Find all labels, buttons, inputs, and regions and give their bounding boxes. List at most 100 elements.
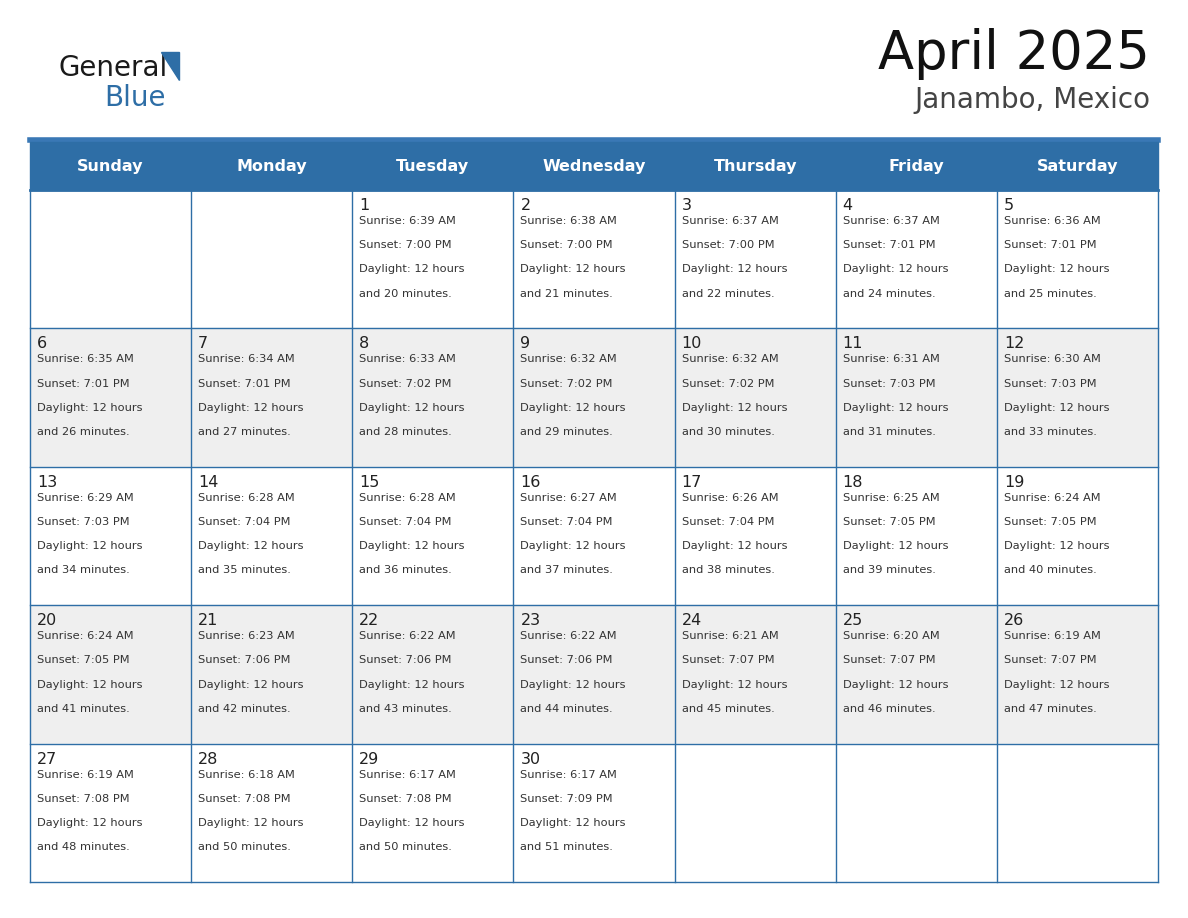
Text: and 51 minutes.: and 51 minutes. xyxy=(520,842,613,852)
Text: Sunset: 7:04 PM: Sunset: 7:04 PM xyxy=(198,517,291,527)
Bar xyxy=(30,605,191,744)
Text: Sunset: 7:01 PM: Sunset: 7:01 PM xyxy=(842,241,935,251)
Text: Daylight: 12 hours: Daylight: 12 hours xyxy=(1004,679,1110,689)
Text: Daylight: 12 hours: Daylight: 12 hours xyxy=(359,403,465,413)
Text: Sunset: 7:01 PM: Sunset: 7:01 PM xyxy=(198,378,291,388)
Text: Sunset: 7:02 PM: Sunset: 7:02 PM xyxy=(682,378,775,388)
Text: and 36 minutes.: and 36 minutes. xyxy=(359,565,453,576)
Text: Daylight: 12 hours: Daylight: 12 hours xyxy=(842,542,948,551)
Text: Sunset: 7:08 PM: Sunset: 7:08 PM xyxy=(198,794,291,804)
Text: and 33 minutes.: and 33 minutes. xyxy=(1004,427,1097,437)
Text: Daylight: 12 hours: Daylight: 12 hours xyxy=(682,264,788,274)
Bar xyxy=(30,142,1158,190)
Bar xyxy=(191,605,353,744)
Text: Daylight: 12 hours: Daylight: 12 hours xyxy=(198,679,304,689)
Text: Sunset: 7:07 PM: Sunset: 7:07 PM xyxy=(682,655,775,666)
Text: 22: 22 xyxy=(359,613,379,628)
Text: 29: 29 xyxy=(359,752,379,767)
Text: Sunset: 7:03 PM: Sunset: 7:03 PM xyxy=(842,378,935,388)
Text: Sunset: 7:06 PM: Sunset: 7:06 PM xyxy=(198,655,291,666)
Text: and 27 minutes.: and 27 minutes. xyxy=(198,427,291,437)
Bar xyxy=(191,329,353,466)
Bar xyxy=(997,605,1158,744)
Text: Daylight: 12 hours: Daylight: 12 hours xyxy=(198,403,304,413)
Polygon shape xyxy=(162,52,179,80)
Text: Sunrise: 6:22 AM: Sunrise: 6:22 AM xyxy=(520,632,617,641)
Bar xyxy=(30,466,191,605)
Text: 28: 28 xyxy=(198,752,219,767)
Text: Daylight: 12 hours: Daylight: 12 hours xyxy=(520,679,626,689)
Text: and 50 minutes.: and 50 minutes. xyxy=(198,842,291,852)
Text: 6: 6 xyxy=(37,336,48,352)
Text: Sunrise: 6:35 AM: Sunrise: 6:35 AM xyxy=(37,354,134,364)
Text: Sunrise: 6:20 AM: Sunrise: 6:20 AM xyxy=(842,632,940,641)
Text: and 28 minutes.: and 28 minutes. xyxy=(359,427,453,437)
Text: Daylight: 12 hours: Daylight: 12 hours xyxy=(682,403,788,413)
Text: Sunrise: 6:18 AM: Sunrise: 6:18 AM xyxy=(198,769,295,779)
Bar xyxy=(835,466,997,605)
Text: 14: 14 xyxy=(198,475,219,490)
Text: 2: 2 xyxy=(520,198,531,213)
Text: 25: 25 xyxy=(842,613,862,628)
Text: and 40 minutes.: and 40 minutes. xyxy=(1004,565,1097,576)
Text: Daylight: 12 hours: Daylight: 12 hours xyxy=(359,264,465,274)
Text: and 25 minutes.: and 25 minutes. xyxy=(1004,288,1097,298)
Text: 19: 19 xyxy=(1004,475,1024,490)
Text: Daylight: 12 hours: Daylight: 12 hours xyxy=(682,542,788,551)
Text: Sunrise: 6:22 AM: Sunrise: 6:22 AM xyxy=(359,632,456,641)
Bar xyxy=(675,605,835,744)
Text: Sunrise: 6:26 AM: Sunrise: 6:26 AM xyxy=(682,493,778,503)
Text: and 44 minutes.: and 44 minutes. xyxy=(520,704,613,714)
Text: Sunrise: 6:32 AM: Sunrise: 6:32 AM xyxy=(520,354,618,364)
Text: Sunrise: 6:33 AM: Sunrise: 6:33 AM xyxy=(359,354,456,364)
Text: and 50 minutes.: and 50 minutes. xyxy=(359,842,453,852)
Text: Sunset: 7:05 PM: Sunset: 7:05 PM xyxy=(1004,517,1097,527)
Text: Sunday: Sunday xyxy=(77,159,144,174)
Text: Daylight: 12 hours: Daylight: 12 hours xyxy=(37,403,143,413)
Text: Daylight: 12 hours: Daylight: 12 hours xyxy=(842,679,948,689)
Text: and 22 minutes.: and 22 minutes. xyxy=(682,288,775,298)
Text: Thursday: Thursday xyxy=(713,159,797,174)
Text: Sunset: 7:07 PM: Sunset: 7:07 PM xyxy=(842,655,935,666)
Text: Sunset: 7:00 PM: Sunset: 7:00 PM xyxy=(520,241,613,251)
Text: Sunset: 7:05 PM: Sunset: 7:05 PM xyxy=(842,517,935,527)
Text: Sunrise: 6:25 AM: Sunrise: 6:25 AM xyxy=(842,493,940,503)
Bar xyxy=(191,744,353,882)
Text: Sunrise: 6:38 AM: Sunrise: 6:38 AM xyxy=(520,216,618,226)
Text: Blue: Blue xyxy=(105,84,165,112)
Bar xyxy=(353,190,513,329)
Text: Daylight: 12 hours: Daylight: 12 hours xyxy=(842,403,948,413)
Text: Sunrise: 6:39 AM: Sunrise: 6:39 AM xyxy=(359,216,456,226)
Text: Sunset: 7:02 PM: Sunset: 7:02 PM xyxy=(359,378,451,388)
Text: Monday: Monday xyxy=(236,159,307,174)
Text: Sunrise: 6:30 AM: Sunrise: 6:30 AM xyxy=(1004,354,1101,364)
Text: Daylight: 12 hours: Daylight: 12 hours xyxy=(520,542,626,551)
Text: Daylight: 12 hours: Daylight: 12 hours xyxy=(198,818,304,828)
Text: Daylight: 12 hours: Daylight: 12 hours xyxy=(842,264,948,274)
Text: 16: 16 xyxy=(520,475,541,490)
Text: 8: 8 xyxy=(359,336,369,352)
Text: Sunset: 7:09 PM: Sunset: 7:09 PM xyxy=(520,794,613,804)
Text: Daylight: 12 hours: Daylight: 12 hours xyxy=(37,542,143,551)
Bar xyxy=(30,329,191,466)
Text: Sunset: 7:02 PM: Sunset: 7:02 PM xyxy=(520,378,613,388)
Text: 12: 12 xyxy=(1004,336,1024,352)
Text: Daylight: 12 hours: Daylight: 12 hours xyxy=(198,542,304,551)
Text: Sunrise: 6:23 AM: Sunrise: 6:23 AM xyxy=(198,632,295,641)
Text: Daylight: 12 hours: Daylight: 12 hours xyxy=(359,542,465,551)
Text: and 30 minutes.: and 30 minutes. xyxy=(682,427,775,437)
Bar xyxy=(997,190,1158,329)
Text: and 45 minutes.: and 45 minutes. xyxy=(682,704,775,714)
Text: and 38 minutes.: and 38 minutes. xyxy=(682,565,775,576)
Text: 7: 7 xyxy=(198,336,208,352)
Text: Sunset: 7:00 PM: Sunset: 7:00 PM xyxy=(359,241,451,251)
Text: 9: 9 xyxy=(520,336,531,352)
Text: 10: 10 xyxy=(682,336,702,352)
Text: and 48 minutes.: and 48 minutes. xyxy=(37,842,129,852)
Text: Sunrise: 6:21 AM: Sunrise: 6:21 AM xyxy=(682,632,778,641)
Text: 23: 23 xyxy=(520,613,541,628)
Text: Sunset: 7:07 PM: Sunset: 7:07 PM xyxy=(1004,655,1097,666)
Text: 1: 1 xyxy=(359,198,369,213)
Text: Daylight: 12 hours: Daylight: 12 hours xyxy=(1004,403,1110,413)
Text: Daylight: 12 hours: Daylight: 12 hours xyxy=(682,679,788,689)
